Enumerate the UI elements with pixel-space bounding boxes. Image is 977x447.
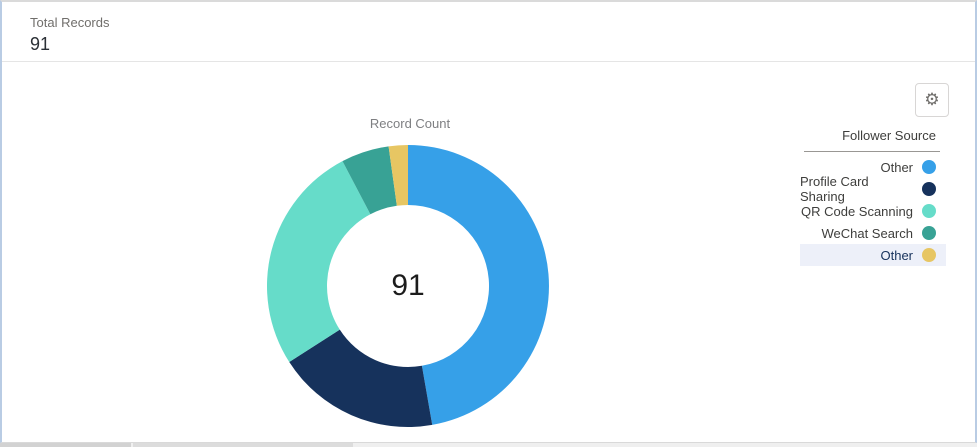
widget-header: Total Records 91 — [2, 2, 975, 62]
total-records-value: 91 — [30, 34, 51, 54]
legend-item-1[interactable]: Profile Card Sharing — [800, 174, 946, 204]
legend-swatch-icon — [922, 182, 936, 196]
donut-segment-0[interactable] — [408, 145, 549, 425]
donut-segment-4[interactable] — [388, 145, 408, 206]
legend-item-0[interactable]: Other — [800, 156, 946, 178]
chart-area: Record Count 91 ⚙ Follower Source Other P… — [2, 62, 975, 442]
legend-item-label: Other — [880, 247, 913, 263]
legend-item-3[interactable]: WeChat Search — [800, 222, 946, 244]
bottom-strip-segment — [0, 443, 131, 447]
donut-wrap: 91 — [266, 144, 550, 428]
legend-item-4[interactable]: Other — [800, 244, 946, 266]
legend-item-label: Profile Card Sharing — [800, 174, 869, 204]
legend-title: Follower Source — [842, 128, 936, 143]
legend-item-label: WeChat Search — [821, 225, 913, 241]
legend-swatch-icon — [922, 226, 936, 240]
bottom-strip — [0, 443, 977, 447]
donut-chart — [266, 145, 549, 427]
legend-swatch-icon — [922, 160, 936, 174]
chart-legend: Follower Source Other Profile Card Sharin… — [800, 128, 946, 266]
settings-button[interactable]: ⚙ — [915, 83, 949, 117]
chart-title: Record Count — [369, 116, 451, 131]
legend-items: Other Profile Card Sharing QR Code Scannin… — [800, 156, 946, 266]
gear-icon: ⚙ — [924, 89, 940, 110]
legend-swatch-icon — [922, 204, 936, 218]
donut-segment-3[interactable] — [342, 146, 397, 215]
legend-item-label: QR Code Scanning — [800, 203, 913, 219]
legend-swatch-icon — [922, 248, 936, 262]
donut-segment-1[interactable] — [289, 329, 433, 427]
donut-segment-2[interactable] — [266, 161, 371, 363]
total-records-label: Total Records — [30, 15, 110, 30]
legend-item-label: Other — [880, 159, 913, 175]
bottom-strip-segment — [133, 443, 353, 447]
legend-item-2[interactable]: QR Code Scanning — [800, 200, 946, 222]
legend-separator — [804, 151, 940, 152]
